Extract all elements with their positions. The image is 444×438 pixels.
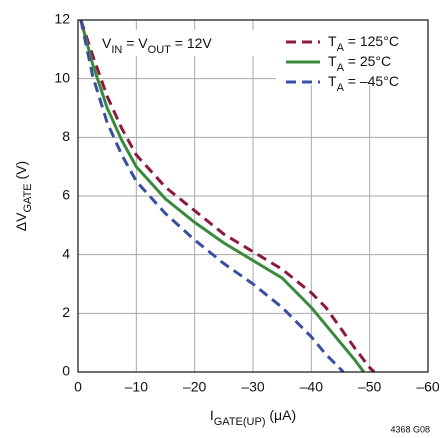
x-tick-label: –60 [416, 379, 440, 395]
x-tick-label: –40 [300, 379, 324, 395]
annotation: VIN = VOUT = 12V [102, 35, 212, 56]
y-tick-label: 8 [62, 128, 70, 144]
plot-frame [77, 19, 429, 373]
y-tick-label: 10 [54, 69, 70, 85]
x-tick-label: –30 [241, 379, 265, 395]
y-axis-label: ΔVGATE (V) [13, 161, 34, 231]
series-line [79, 19, 376, 374]
legend-bg [276, 21, 427, 85]
x-tick-label: –20 [183, 379, 207, 395]
y-tick-label: 6 [62, 187, 70, 203]
legend-label: TA = –45°C [328, 73, 399, 94]
x-axis-label: IGATE(UP) (μA) [210, 407, 296, 428]
x-tick-label: –10 [125, 379, 149, 395]
x-tick-label: 0 [74, 379, 82, 395]
series-line [79, 19, 366, 373]
y-tick-label: 12 [54, 11, 70, 27]
footnote: 4368 G08 [390, 424, 430, 434]
y-tick-label: 4 [62, 245, 70, 261]
series-line [79, 19, 345, 374]
legend-label: TA = 25°C [328, 53, 391, 74]
legend-label: TA = 125°C [328, 33, 399, 54]
lines-layer [79, 19, 376, 374]
annotation-bg [96, 30, 264, 56]
x-tick-label: –50 [358, 379, 382, 395]
y-tick-label: 0 [62, 363, 70, 379]
y-tick-label: 2 [62, 304, 70, 320]
